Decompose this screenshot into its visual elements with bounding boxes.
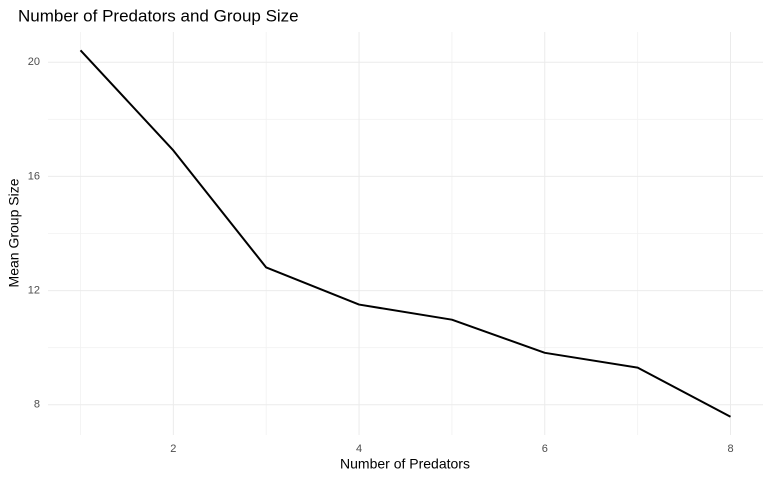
y-tick-label: 12 bbox=[28, 284, 40, 296]
x-tick-label: 6 bbox=[542, 443, 548, 455]
chart-title: Number of Predators and Group Size bbox=[18, 6, 299, 25]
y-tick-label: 8 bbox=[34, 399, 40, 411]
x-tick-label: 4 bbox=[356, 443, 362, 455]
x-axis-title: Number of Predators bbox=[340, 456, 470, 472]
y-tick-label: 20 bbox=[28, 56, 40, 68]
data-line bbox=[79, 49, 731, 418]
x-tick-label: 8 bbox=[727, 443, 733, 455]
y-axis-title: Mean Group Size bbox=[6, 178, 22, 287]
y-tick-label: 16 bbox=[28, 170, 40, 182]
x-tick-label: 2 bbox=[170, 443, 176, 455]
plot-area bbox=[79, 49, 731, 418]
grid bbox=[48, 32, 763, 435]
